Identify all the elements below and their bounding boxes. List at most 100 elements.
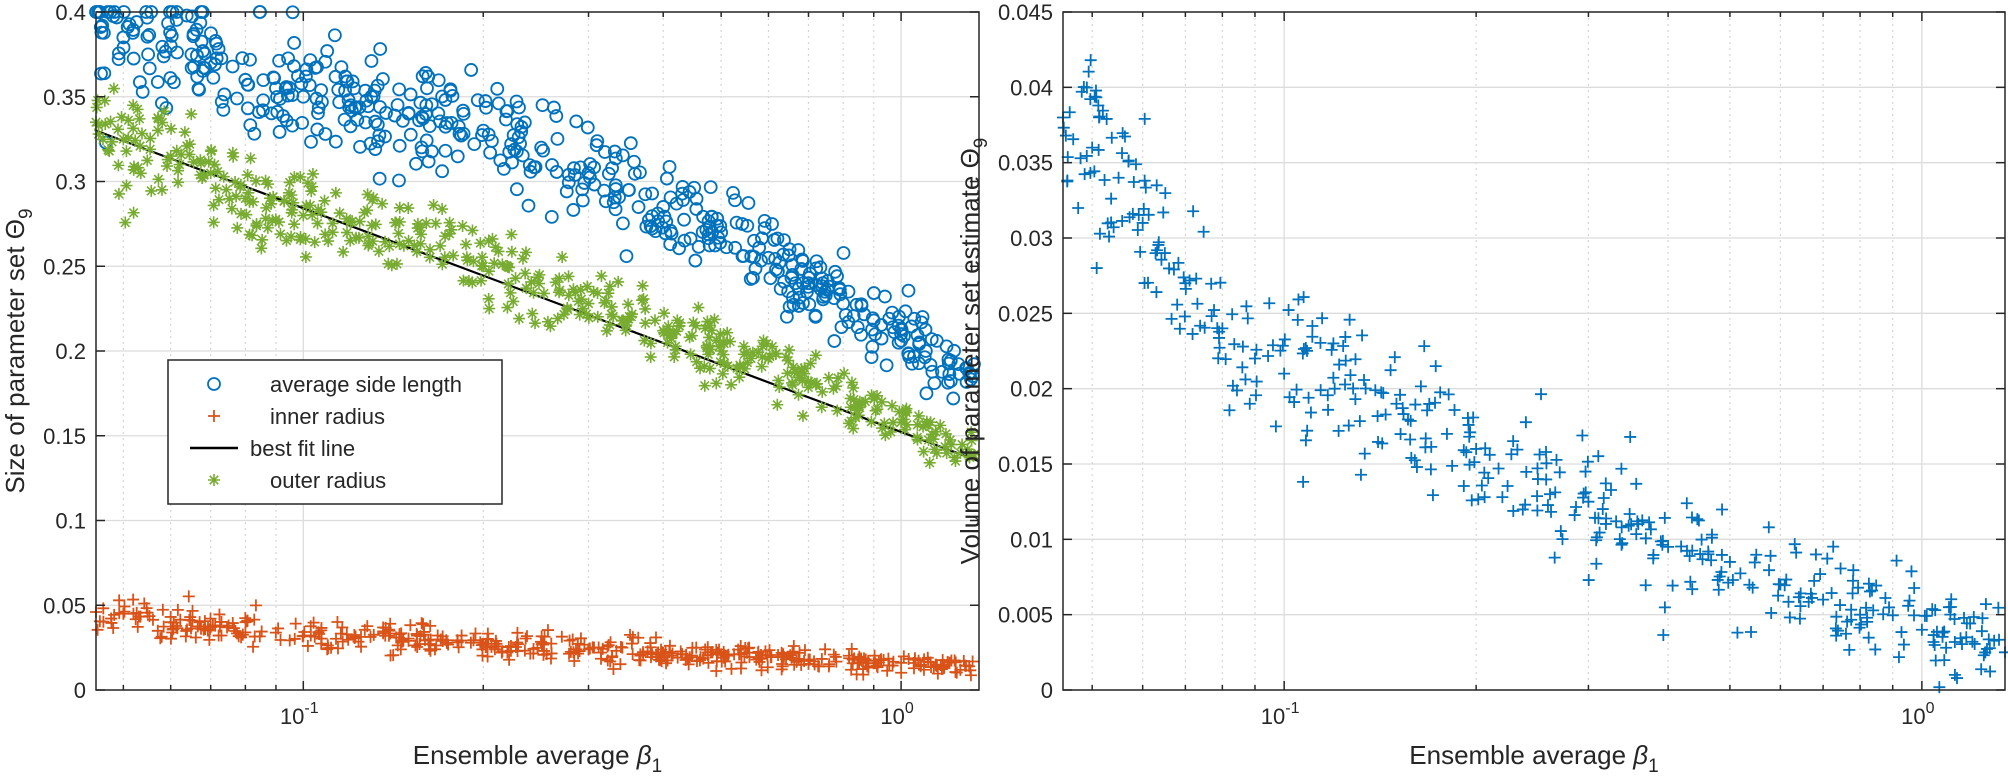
data-point [156, 49, 171, 64]
data-point [912, 409, 925, 422]
data-point [297, 209, 310, 222]
data-point [402, 202, 415, 215]
data-point [1457, 444, 1470, 457]
data-point [1890, 554, 1903, 567]
data-point [415, 144, 430, 159]
data-point [126, 23, 141, 37]
data-point [225, 59, 240, 74]
data-point [247, 126, 262, 141]
data-point [655, 655, 668, 668]
data-point [384, 627, 397, 640]
data-point [939, 339, 954, 354]
data-point [721, 326, 734, 339]
data-point [135, 85, 150, 99]
data-point [683, 331, 696, 344]
legend-marker [208, 474, 220, 486]
y-tick-label: 0.03 [1010, 226, 1053, 251]
data-point [1743, 578, 1756, 591]
data-point [653, 653, 666, 666]
data-point [804, 357, 817, 370]
data-point [246, 229, 259, 242]
data-point [500, 104, 515, 118]
data-point [410, 627, 423, 640]
y-tick-label: 0.1 [55, 509, 86, 534]
data-point [527, 286, 540, 299]
data-point [392, 82, 407, 97]
data-point [1475, 479, 1488, 492]
data-point [582, 297, 595, 310]
data-point [404, 619, 417, 632]
data-point [701, 231, 716, 246]
data-point [392, 173, 406, 188]
data-point [310, 122, 325, 137]
data-point [141, 47, 155, 62]
data-point [1302, 391, 1315, 404]
data-point [203, 55, 218, 70]
data-point [288, 218, 301, 231]
data-point [216, 102, 231, 117]
data-point [1404, 433, 1417, 446]
data-point [926, 428, 939, 441]
data-point [265, 197, 278, 210]
data-point [423, 251, 436, 264]
data-point [1929, 654, 1942, 667]
data-point [638, 187, 653, 202]
data-point [893, 405, 906, 418]
data-point [1429, 360, 1442, 373]
data-point [1314, 384, 1327, 397]
data-point [348, 628, 361, 641]
data-point [809, 349, 822, 362]
data-point [434, 239, 447, 252]
data-point [1691, 513, 1704, 526]
data-point [1299, 434, 1312, 447]
y-tick-label: 0.035 [998, 151, 1053, 176]
data-point [965, 434, 978, 447]
data-point [878, 289, 892, 304]
data-point [320, 44, 335, 58]
data-point [812, 660, 825, 673]
data-point [318, 194, 331, 207]
data-point [230, 91, 244, 106]
data-point [358, 206, 371, 219]
data-point [551, 312, 564, 325]
data-point [575, 182, 590, 197]
data-point [281, 88, 295, 103]
data-point [1354, 468, 1367, 481]
data-point [230, 190, 243, 203]
data-point [249, 599, 262, 612]
data-point [1321, 389, 1334, 402]
data-point [1084, 54, 1097, 67]
series-average-side-length [89, 5, 981, 406]
data-point [272, 622, 285, 635]
data-point [1178, 310, 1191, 323]
data-point [364, 630, 377, 643]
data-point [904, 319, 919, 334]
data-point [1684, 575, 1697, 588]
data-point [1716, 503, 1729, 516]
data-point [315, 621, 328, 634]
data-point [683, 231, 698, 246]
data-point [151, 624, 164, 637]
data-point [414, 109, 429, 124]
data-point [283, 634, 296, 647]
data-point [418, 625, 431, 638]
data-point [435, 89, 450, 104]
data-point [842, 417, 855, 430]
data-point [378, 129, 392, 144]
data-point [482, 265, 495, 278]
data-point [285, 206, 298, 219]
data-point [127, 99, 140, 112]
data-point [1249, 389, 1262, 402]
data-point [415, 228, 428, 241]
data-point [849, 297, 864, 312]
data-point [644, 351, 657, 364]
data-point [717, 336, 730, 349]
data-point [714, 225, 729, 240]
data-point [1440, 427, 1453, 440]
data-point [235, 51, 250, 66]
data-point [876, 422, 889, 435]
y-tick-label: 0.05 [43, 593, 86, 618]
data-point [272, 53, 287, 68]
x-axis-title: Ensemble average β1 [413, 740, 662, 777]
data-point [146, 613, 159, 626]
